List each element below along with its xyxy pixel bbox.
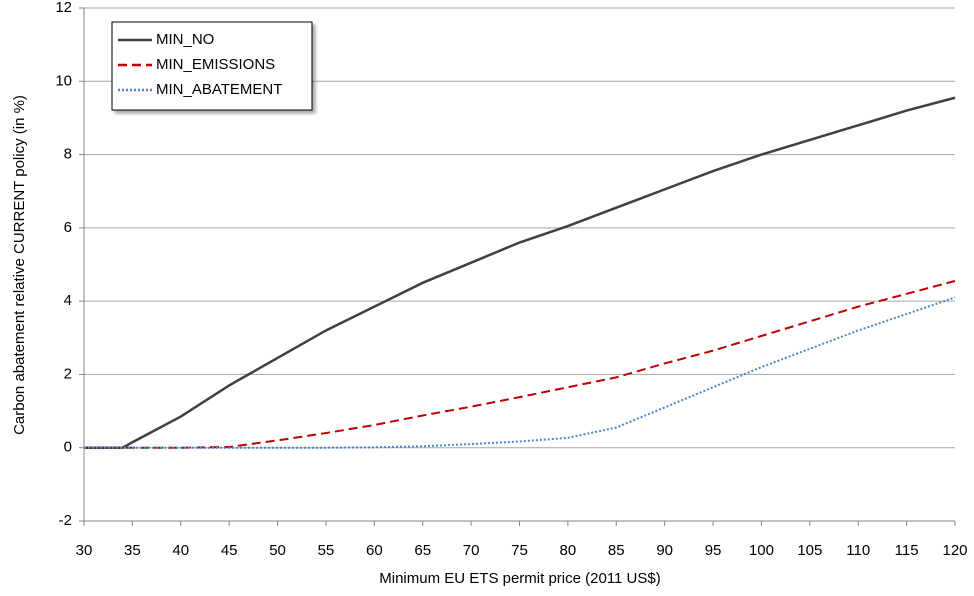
x-tick-label: 80: [560, 542, 577, 559]
x-axis-label: Minimum EU ETS permit price (2011 US$): [379, 570, 660, 587]
legend: MIN_NO MIN_EMISSIONS MIN_ABATEMENT: [111, 21, 313, 111]
legend-label: MIN_EMISSIONS: [156, 56, 275, 73]
y-tick-label: 0: [64, 439, 72, 456]
x-tick-label: 95: [705, 542, 722, 559]
legend-label: MIN_ABATEMENT: [156, 81, 282, 98]
y-axis-label: Carbon abatement relative CURRENT policy…: [11, 95, 28, 435]
x-tick-label: 55: [318, 542, 335, 559]
y-tick-label: 12: [55, 0, 72, 16]
x-tick-label: 65: [414, 542, 431, 559]
data-line: [84, 280, 956, 449]
x-tick-label: 100: [749, 542, 774, 559]
y-tick-label: 4: [64, 292, 72, 309]
y-tick-label: 10: [55, 72, 72, 89]
x-tick-label: 35: [124, 542, 141, 559]
data-line: [84, 96, 956, 449]
x-tick-label: 70: [463, 542, 480, 559]
x-tick-label: 45: [221, 542, 238, 559]
x-tick-label: 105: [797, 542, 822, 559]
x-tick-label: 120: [942, 542, 967, 559]
x-tick-label: 90: [656, 542, 673, 559]
x-tick-label: 50: [269, 542, 286, 559]
y-tick-label: 6: [64, 219, 72, 236]
x-tick-label: 30: [76, 542, 93, 559]
legend-label: MIN_NO: [156, 31, 214, 48]
x-tick-label: 40: [172, 542, 189, 559]
x-tick-label: 115: [895, 542, 919, 559]
x-tick-label: 85: [608, 542, 625, 559]
y-tick-label: 2: [64, 365, 72, 382]
legend-box: [111, 21, 313, 111]
y-tick-label: 8: [64, 146, 72, 163]
x-tick-label: 60: [366, 542, 383, 559]
y-tick-label: -2: [59, 512, 72, 529]
data-line: [84, 296, 956, 449]
x-tick-label: 75: [511, 542, 528, 559]
x-tick-label: 110: [846, 542, 870, 559]
